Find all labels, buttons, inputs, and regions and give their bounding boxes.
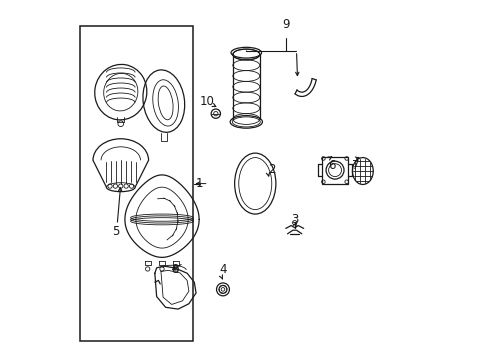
Text: 4: 4 [219,263,226,276]
Text: 10: 10 [199,95,214,108]
Text: 1: 1 [196,177,203,190]
Bar [80,26,192,341]
Text: 3: 3 [290,213,298,226]
Text: 2: 2 [267,163,275,176]
Text: 6: 6 [328,159,335,172]
Text: 7: 7 [351,159,359,172]
Text: 5: 5 [111,225,119,238]
Text: 8: 8 [170,263,178,276]
Bar [321,157,348,184]
Text: 9: 9 [282,18,289,31]
